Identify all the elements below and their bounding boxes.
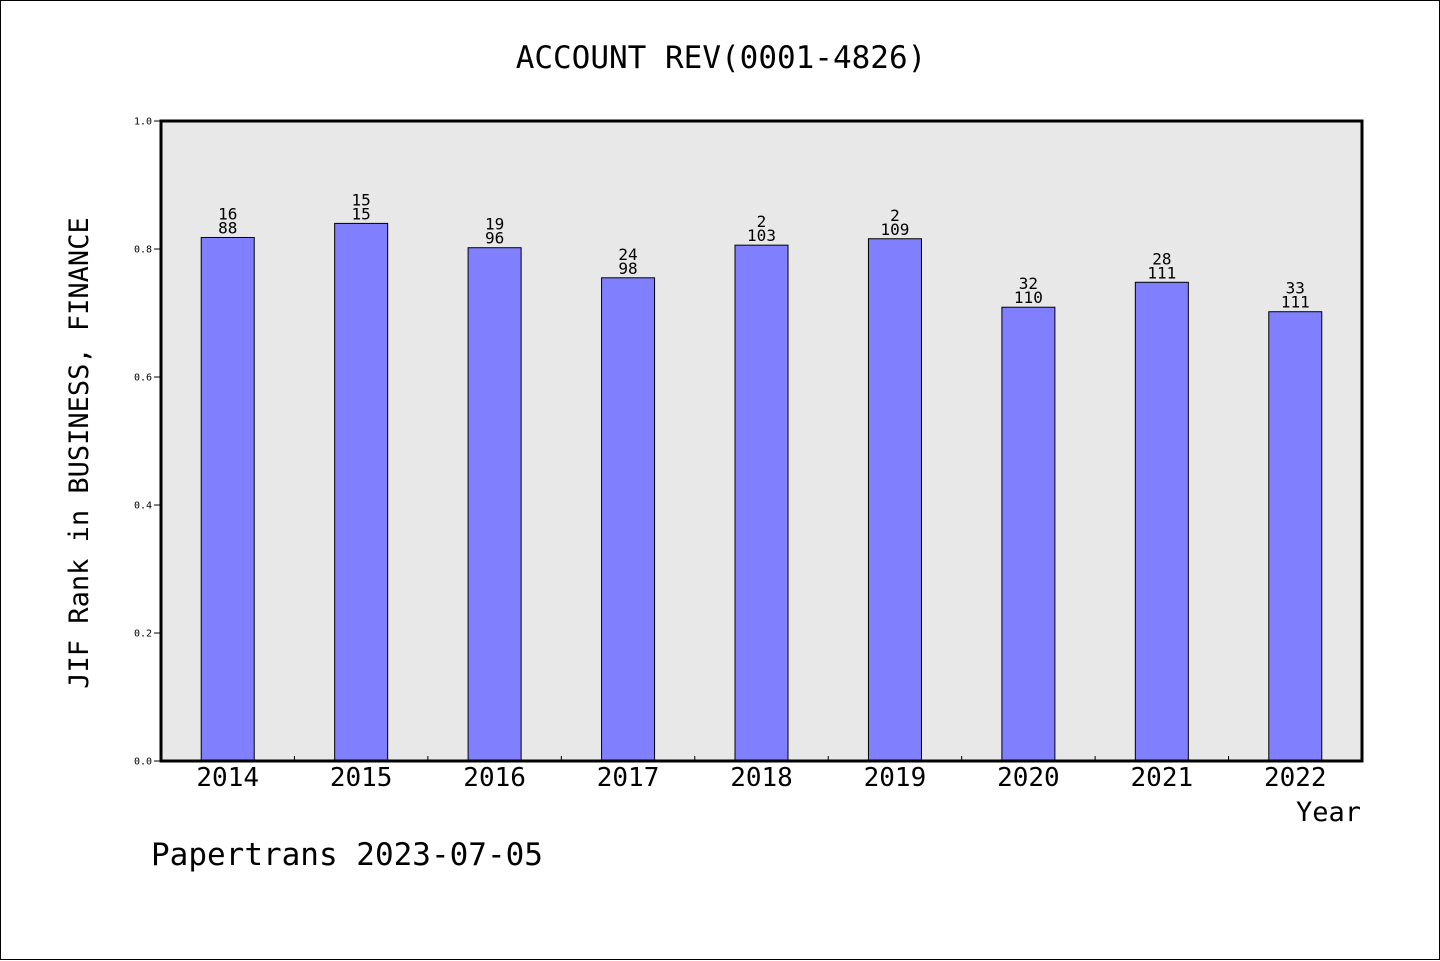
x-tick-label: 2017	[597, 763, 660, 793]
y-tick-label: 0.6	[134, 373, 152, 384]
data-label-rank: 16	[218, 204, 237, 223]
data-label-rank: 2	[757, 212, 767, 231]
bar-2022	[1268, 311, 1323, 762]
data-label-total: 111	[1281, 293, 1310, 312]
data-label-rank: 28	[1152, 249, 1171, 268]
data-label-total: 103	[747, 226, 776, 245]
data-label-total: 109	[880, 220, 909, 239]
bar-2018	[734, 244, 789, 762]
data-label-total: 98	[618, 259, 637, 278]
bar-2021	[1134, 281, 1189, 762]
x-tick-label: 2014	[196, 763, 259, 793]
chart-title: ACCOUNT REV(0001-4826)	[516, 40, 927, 76]
data-label-total: 88	[218, 218, 237, 237]
data-label-total: 15	[352, 204, 371, 223]
x-tick-label: 2021	[1131, 763, 1194, 793]
data-label-rank: 15	[352, 190, 371, 209]
bar-2015	[334, 222, 389, 762]
x-tick-label: 2022	[1264, 763, 1327, 793]
footer-text: Papertrans 2023-07-05	[151, 837, 543, 873]
y-tick-label: 1.0	[134, 117, 152, 128]
bar-2019	[867, 238, 922, 762]
x-tick-label: 2018	[730, 763, 793, 793]
bar-2016	[467, 247, 522, 762]
bar-2014	[200, 236, 255, 762]
x-tick-label: 2015	[330, 763, 393, 793]
data-label-total: 110	[1014, 288, 1043, 307]
data-label-rank: 32	[1019, 274, 1038, 293]
data-label-rank: 24	[618, 245, 637, 264]
bar-2020	[1001, 306, 1056, 762]
data-label-total: 111	[1147, 263, 1176, 282]
y-tick-label: 0.4	[134, 501, 152, 512]
bar-2017	[601, 277, 656, 762]
data-label-rank: 33	[1286, 279, 1305, 298]
data-label-rank: 2	[890, 206, 900, 225]
y-tick-label: 0.8	[134, 245, 152, 256]
y-tick-label: 0.0	[134, 757, 152, 768]
data-label-total: 96	[485, 229, 504, 248]
x-tick-label: 2019	[864, 763, 927, 793]
plot-frame	[159, 119, 1364, 763]
x-axis-label: Year	[1296, 797, 1361, 828]
data-label-rank: 19	[485, 215, 504, 234]
y-axis-label: JIF Rank in BUSINESS, FINANCE	[64, 217, 95, 688]
y-tick-label: 0.2	[134, 629, 152, 640]
x-tick-label: 2016	[463, 763, 526, 793]
x-tick-label: 2020	[997, 763, 1060, 793]
